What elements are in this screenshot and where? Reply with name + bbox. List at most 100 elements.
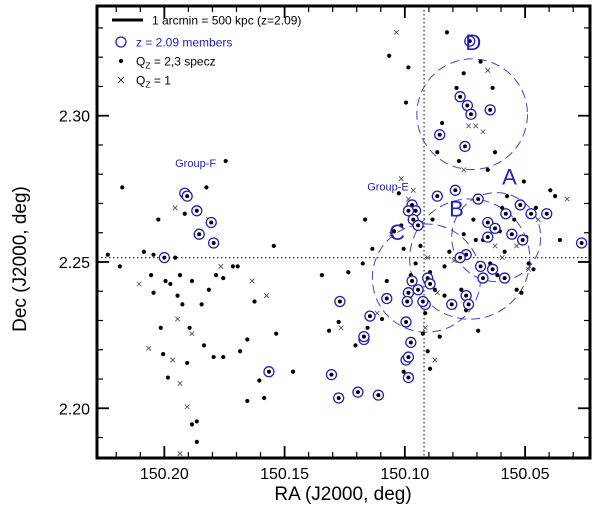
photz-point — [432, 357, 438, 363]
specz-point — [425, 349, 430, 354]
member-point — [484, 104, 496, 116]
plot-frame — [95, 4, 592, 460]
specz-point — [533, 205, 538, 210]
group-label-d: D — [465, 30, 481, 55]
x-tick-label: 150.10 — [380, 466, 429, 483]
photz-point — [480, 129, 486, 135]
specz-point — [512, 217, 517, 222]
photz-point — [177, 451, 183, 457]
member-point — [263, 366, 275, 378]
legend-specz-label: QZ = 2,3 specz — [136, 55, 216, 71]
specz-point — [223, 158, 228, 164]
specz-point — [204, 185, 209, 190]
specz-point — [353, 343, 358, 348]
specz-point — [180, 302, 185, 307]
specz-point — [158, 325, 163, 330]
photz-point — [410, 187, 416, 193]
member-point — [525, 208, 537, 220]
specz-point — [252, 299, 257, 304]
photz-point — [422, 325, 428, 331]
photz-point — [338, 325, 344, 331]
member-point — [207, 237, 220, 249]
group-circle-d — [416, 58, 528, 171]
specz-point — [403, 100, 409, 105]
legend-scale-label: 1 arcmin = 500 kpc (z=2.09) — [152, 14, 301, 28]
specz-point — [461, 232, 466, 237]
specz-point — [447, 249, 452, 254]
specz-point — [230, 264, 235, 269]
y-axis-label: Dec (J2000, deg) — [10, 186, 31, 332]
member-point — [358, 330, 370, 343]
specz-point — [456, 158, 462, 164]
member-point — [325, 368, 338, 381]
member-point — [402, 371, 415, 384]
group-label-c: C — [389, 220, 405, 245]
specz-point — [557, 237, 563, 243]
specz-point — [168, 281, 173, 287]
photz-point — [263, 293, 270, 299]
specz-point — [141, 249, 146, 254]
photz-point — [136, 281, 142, 287]
y-tick-label: 2.30 — [59, 109, 90, 126]
specz-point — [187, 325, 192, 330]
specz-point — [442, 293, 447, 298]
specz-point — [553, 194, 558, 199]
member-point — [500, 208, 512, 220]
specz-point — [271, 243, 276, 248]
member-point — [482, 216, 494, 229]
legend-photz-symbol — [117, 76, 125, 84]
member-point — [402, 205, 415, 217]
member-point — [412, 219, 424, 232]
specz-point — [274, 331, 279, 336]
specz-point — [365, 325, 370, 330]
legend-members-label: z = 2.09 members — [136, 36, 232, 50]
specz-point — [473, 237, 478, 243]
member-point — [464, 35, 476, 47]
specz-point — [442, 264, 447, 269]
specz-point — [360, 261, 365, 266]
member-point — [364, 310, 376, 322]
member-point — [462, 298, 475, 311]
legend-photz-label: QZ = 1 — [136, 74, 171, 90]
member-point — [402, 351, 415, 363]
member-point — [486, 263, 499, 275]
photz-point — [535, 216, 541, 223]
x-tick-label: 150.05 — [501, 466, 550, 483]
specz-point — [221, 354, 226, 360]
member-point — [461, 99, 474, 112]
x-tick-label: 150.20 — [140, 466, 189, 483]
member-point — [474, 260, 487, 273]
member-point — [431, 190, 443, 202]
specz-point — [430, 217, 435, 222]
member-point — [181, 190, 193, 202]
photz-point — [172, 205, 178, 211]
specz-point — [521, 179, 526, 184]
specz-point — [459, 287, 464, 292]
member-point — [454, 251, 466, 264]
specz-point — [401, 246, 406, 251]
specz-point — [221, 275, 226, 281]
specz-point — [117, 264, 122, 269]
y-tick-label: 2.20 — [59, 401, 90, 418]
member-point — [459, 140, 471, 153]
legend: 1 arcmin = 500 kpc (z=2.09) z = 2.09 mem… — [112, 14, 301, 90]
specz-point — [399, 223, 404, 228]
member-point — [205, 216, 217, 229]
photz-point — [398, 176, 404, 182]
photz-point — [170, 357, 176, 363]
photz-point — [146, 345, 152, 351]
group-circle-b — [409, 198, 531, 320]
specz-point — [490, 85, 495, 91]
specz-point — [245, 398, 250, 404]
legend-member-symbol — [115, 36, 127, 48]
specz-point — [235, 264, 240, 269]
specz-point — [185, 360, 190, 366]
specz-point — [514, 287, 519, 292]
y-tick-label: 2.25 — [59, 255, 90, 272]
specz-point — [237, 349, 243, 354]
specz-point — [387, 53, 392, 58]
photz-point — [485, 67, 491, 73]
member-point — [381, 292, 393, 305]
